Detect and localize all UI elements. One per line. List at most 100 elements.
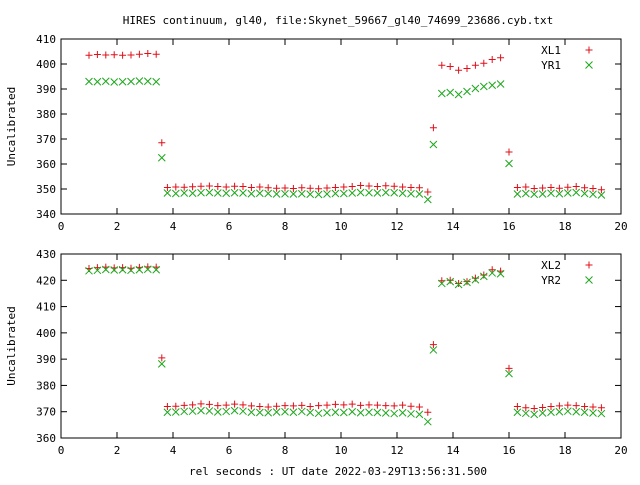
data-point xyxy=(189,401,197,409)
data-point xyxy=(446,276,454,284)
data-point xyxy=(547,408,555,417)
data-point xyxy=(297,189,306,198)
legend-label: XL1 xyxy=(541,44,561,57)
x-axis-label: rel seconds : UT date 2022-03-29T13:56:3… xyxy=(189,465,487,478)
data-point xyxy=(306,184,314,192)
data-point xyxy=(513,184,521,191)
data-point xyxy=(530,185,538,192)
data-point xyxy=(589,185,597,192)
y-tick-label: 370 xyxy=(36,133,56,146)
data-point xyxy=(589,403,597,411)
data-point xyxy=(480,271,488,279)
data-point xyxy=(415,410,424,419)
legend-marker xyxy=(585,61,593,69)
x-tick-label: 4 xyxy=(170,220,177,233)
data-point xyxy=(521,409,530,418)
data-point xyxy=(144,50,152,57)
data-point xyxy=(463,87,471,96)
data-point xyxy=(581,184,589,192)
data-point xyxy=(281,402,289,410)
data-point xyxy=(547,402,555,410)
data-point xyxy=(572,188,581,197)
data-point xyxy=(390,182,398,190)
data-point xyxy=(197,406,205,415)
data-point xyxy=(555,184,563,192)
data-point xyxy=(340,401,348,409)
data-point xyxy=(390,188,399,197)
x-tick-label: 8 xyxy=(282,444,289,457)
data-point xyxy=(480,59,488,67)
data-point xyxy=(555,402,563,410)
data-point xyxy=(365,408,373,417)
data-point xyxy=(539,404,547,412)
data-point xyxy=(463,278,471,287)
data-point xyxy=(230,406,239,415)
data-point xyxy=(555,189,564,198)
data-point xyxy=(572,402,580,410)
data-point xyxy=(564,401,572,409)
data-point xyxy=(513,190,522,198)
data-point xyxy=(522,404,530,412)
data-point xyxy=(479,272,488,281)
data-point xyxy=(463,278,471,286)
data-point xyxy=(373,183,381,190)
data-point xyxy=(399,183,407,191)
data-point xyxy=(390,402,398,410)
data-point xyxy=(563,189,572,197)
y-tick-label: 430 xyxy=(36,248,56,261)
data-point xyxy=(407,409,415,418)
data-point xyxy=(589,409,597,417)
data-point xyxy=(222,407,231,416)
series-XL2 xyxy=(85,263,605,416)
data-point xyxy=(398,408,407,417)
data-point xyxy=(539,184,547,192)
data-point xyxy=(264,403,272,411)
data-point xyxy=(152,50,160,58)
data-point xyxy=(171,408,180,416)
data-point xyxy=(239,401,247,409)
y-axis-label: Uncalibrated xyxy=(5,306,18,385)
data-point xyxy=(429,346,438,354)
data-point xyxy=(297,407,306,416)
data-point xyxy=(306,402,314,410)
x-tick-label: 14 xyxy=(446,220,460,233)
x-tick-label: 12 xyxy=(390,220,403,233)
data-point xyxy=(446,277,455,286)
data-point xyxy=(463,65,471,72)
data-point xyxy=(197,400,205,408)
data-point xyxy=(415,190,424,198)
data-point xyxy=(188,407,197,416)
y-tick-label: 380 xyxy=(36,379,56,392)
data-point xyxy=(572,183,580,190)
data-point xyxy=(180,401,188,409)
data-point xyxy=(454,90,463,99)
x-tick-label: 6 xyxy=(226,220,233,233)
data-point xyxy=(505,369,513,378)
data-point xyxy=(255,189,264,198)
data-point xyxy=(264,189,273,198)
data-point xyxy=(538,190,547,198)
data-point xyxy=(189,183,197,191)
data-point xyxy=(281,189,289,198)
data-point xyxy=(513,402,521,410)
data-point xyxy=(222,189,231,198)
data-point xyxy=(213,189,222,197)
data-point xyxy=(407,402,415,410)
data-point xyxy=(214,183,222,190)
data-point xyxy=(85,51,93,59)
data-point xyxy=(101,77,110,86)
data-point xyxy=(272,408,281,416)
data-point xyxy=(323,190,331,198)
data-point xyxy=(172,183,180,191)
data-point xyxy=(522,183,530,191)
series-XL1 xyxy=(85,50,605,196)
data-point xyxy=(580,408,589,417)
data-point xyxy=(348,400,356,408)
data-point xyxy=(446,63,454,70)
x-tick-label: 4 xyxy=(170,444,177,457)
data-point xyxy=(158,354,166,362)
data-point xyxy=(135,265,144,274)
data-point xyxy=(382,182,390,190)
data-point xyxy=(437,279,446,288)
